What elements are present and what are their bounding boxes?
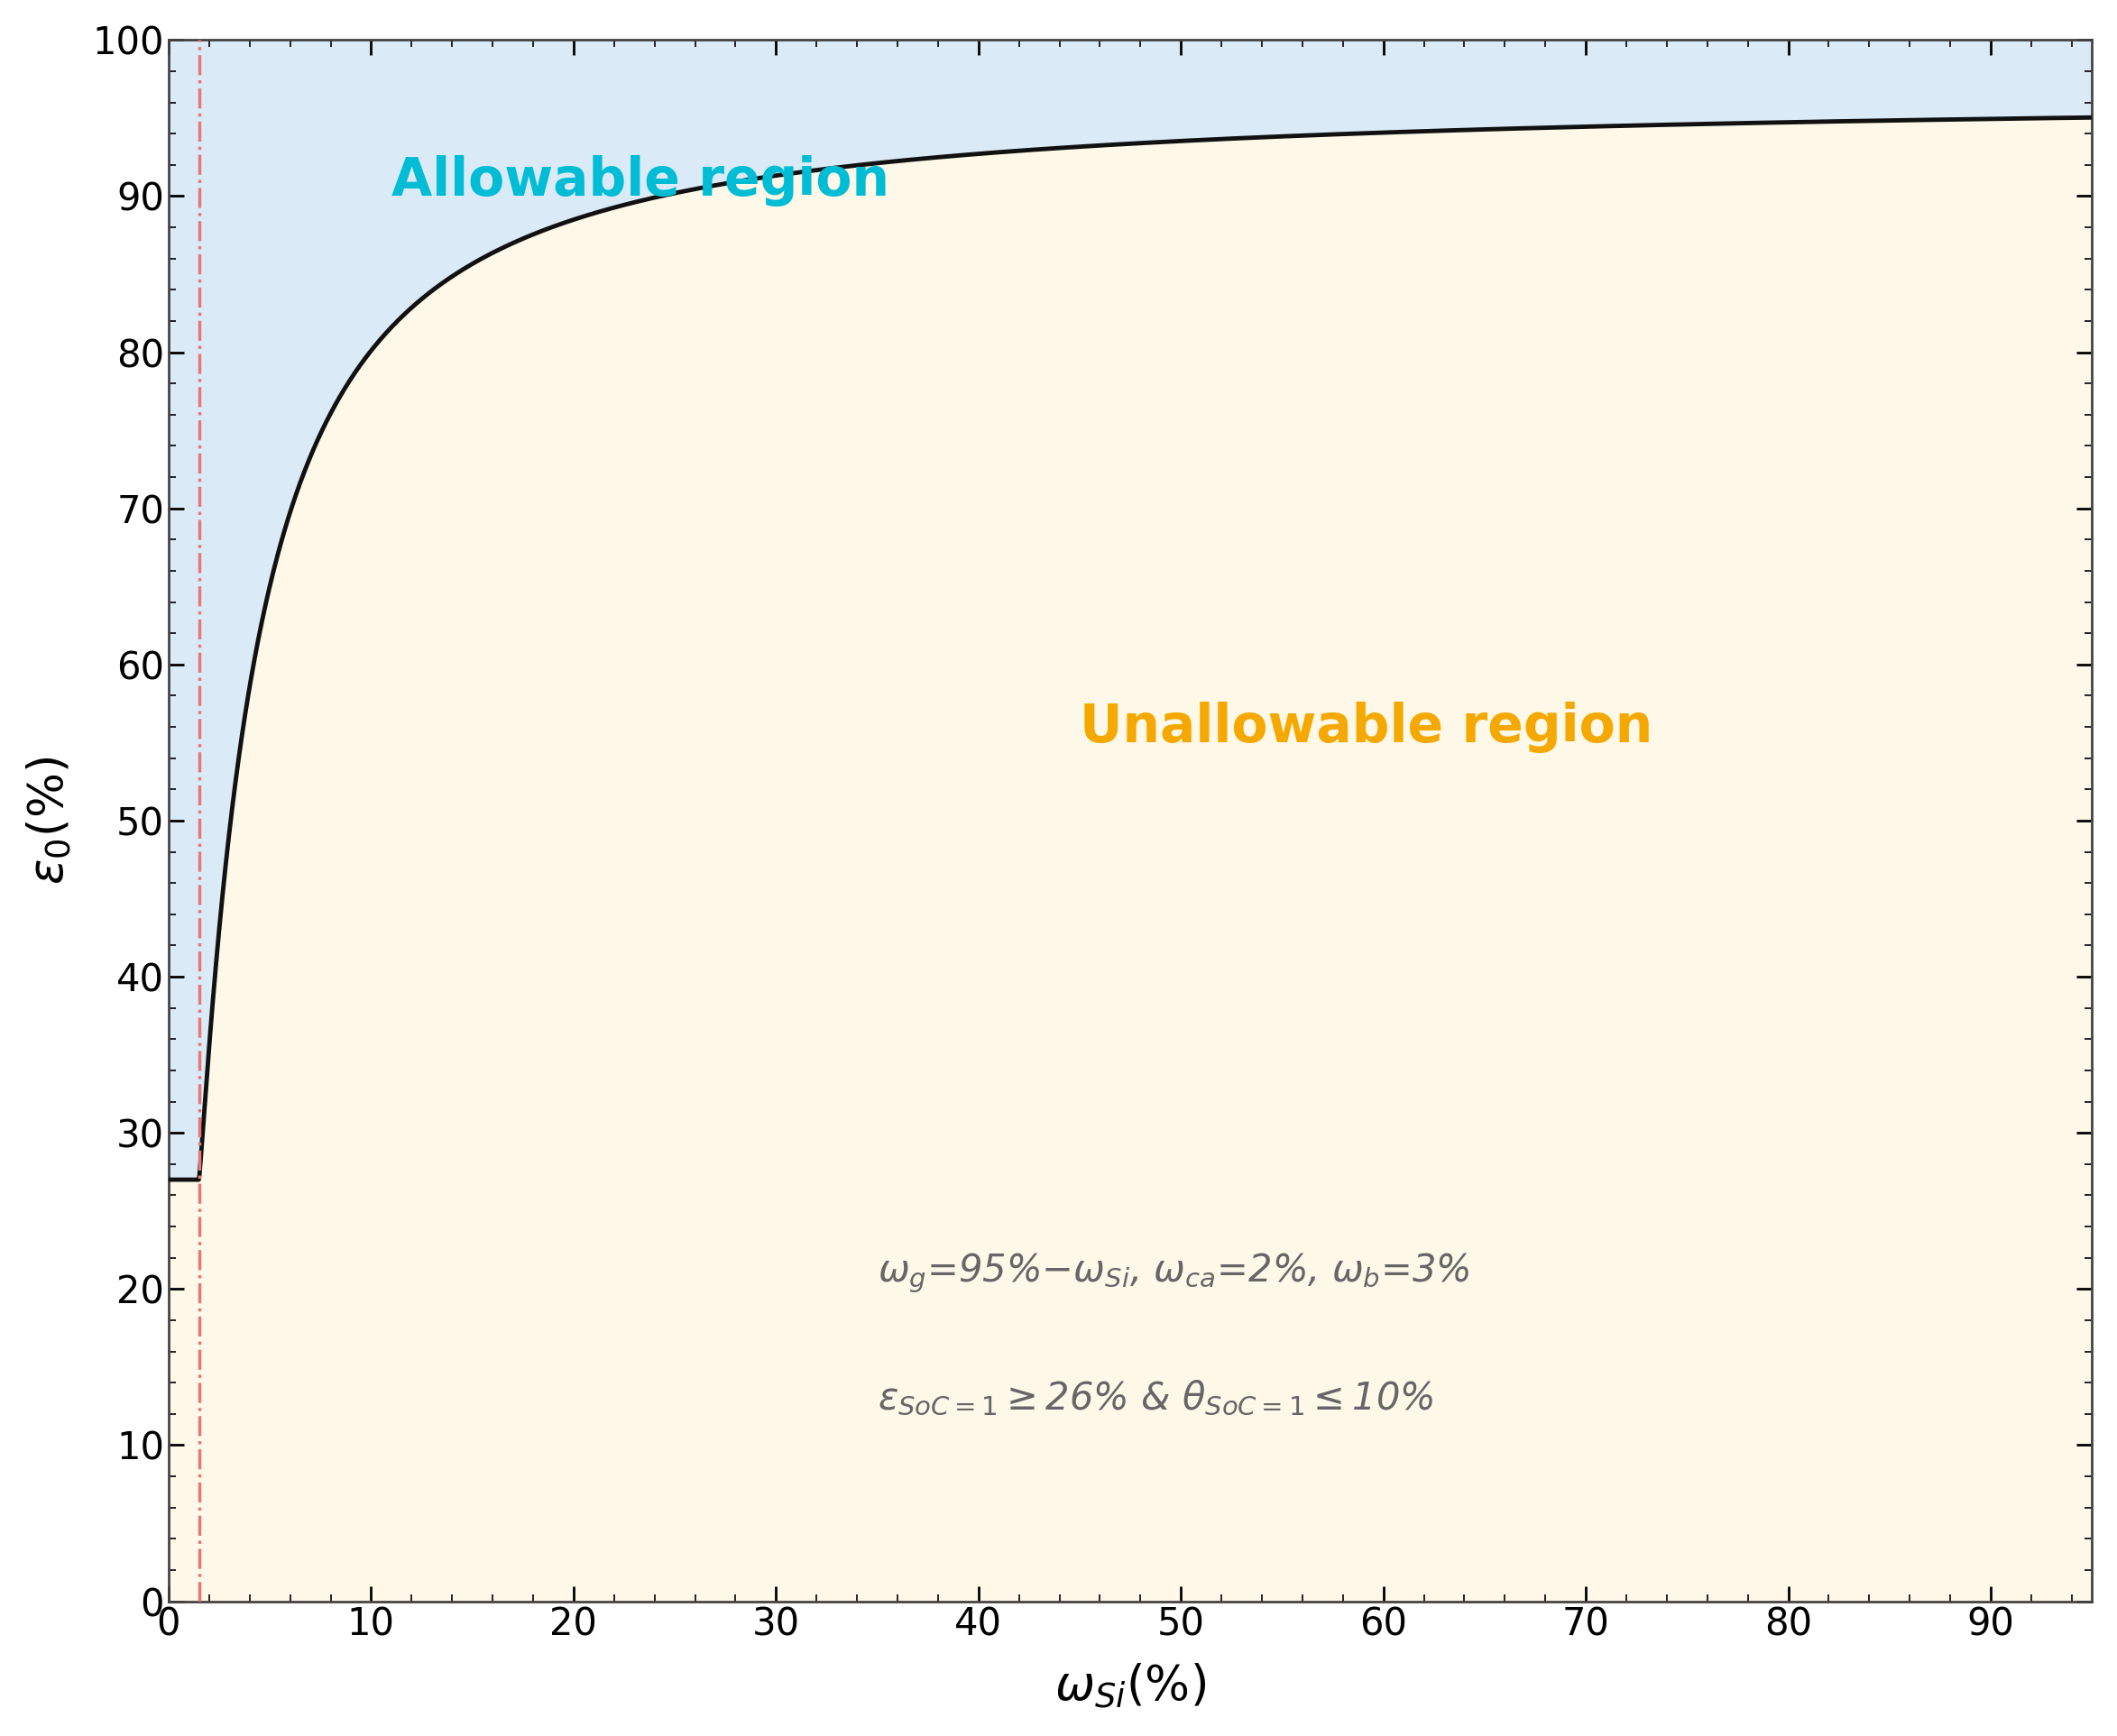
Y-axis label: $\varepsilon_0$(%): $\varepsilon_0$(%) [25, 757, 74, 885]
Text: Unallowable region: Unallowable region [1080, 701, 1653, 753]
Text: Allowable region: Allowable region [392, 155, 889, 207]
Text: $\omega_g$=95%$-\omega_{Si}$, $\omega_{ca}$=2%, $\omega_b$=3%: $\omega_g$=95%$-\omega_{Si}$, $\omega_{c… [876, 1252, 1469, 1295]
Text: $\varepsilon_{SoC=1}$$\geq$26% & $\theta_{SoC=1}$$\leq$10%: $\varepsilon_{SoC=1}$$\geq$26% & $\theta… [876, 1378, 1433, 1418]
X-axis label: $\omega_{Si}$(%): $\omega_{Si}$(%) [1054, 1663, 1207, 1712]
